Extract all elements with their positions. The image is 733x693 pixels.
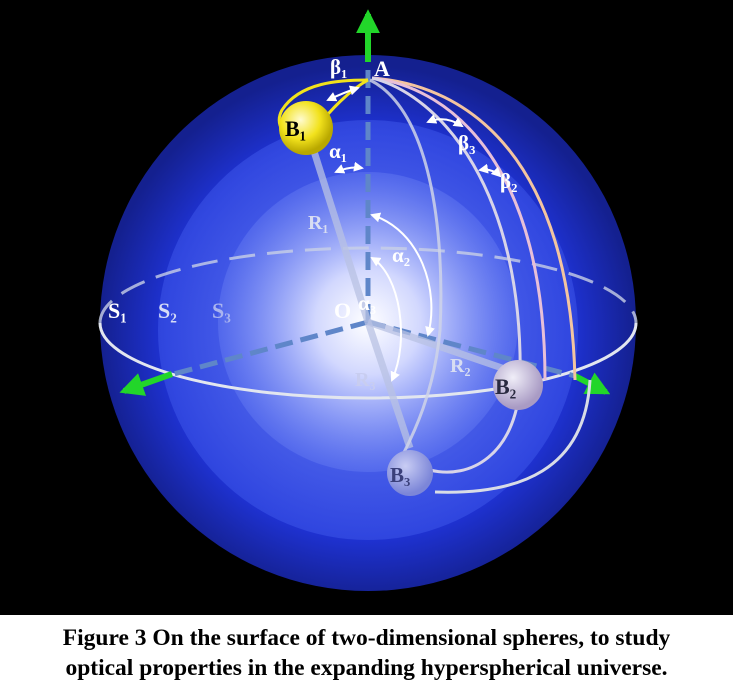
label-alpha2: α₂	[392, 243, 410, 267]
ball-B3	[387, 450, 433, 496]
caption-line-2: optical properties in the expanding hype…	[65, 655, 668, 681]
geodesic-B3-return	[369, 78, 443, 467]
arc-beta3	[426, 114, 464, 128]
ball-B1	[279, 101, 333, 155]
label-beta1: β₁	[330, 55, 347, 79]
left-axis-arrow	[119, 371, 174, 396]
left-axis-dashed	[169, 319, 369, 378]
arc-alpha1	[334, 161, 364, 174]
label-R1: R₁	[308, 212, 328, 234]
equator-ring-front	[98, 322, 638, 400]
label-O: O	[334, 298, 351, 323]
arc-beta2	[478, 163, 502, 178]
label-B1: B₁	[285, 116, 306, 141]
sphere-diagram: A O S₁ S₂ S₃ B₁ B₂ B₃ R₁ R₂ R₃ α₁ α₂ α₃ …	[98, 9, 638, 591]
geodesic-A-B2-inner	[371, 76, 547, 381]
geodesic-A-B3	[371, 76, 522, 474]
label-alpha3: α₃	[358, 291, 376, 315]
arc-alpha2	[370, 212, 435, 337]
caption-line-1: Figure 3 On the surface of two-dimension…	[62, 625, 671, 651]
label-S2: S₂	[158, 298, 177, 323]
label-alpha1: α₁	[329, 139, 347, 163]
label-beta3: β₃	[458, 131, 475, 155]
arc-beta1	[326, 85, 360, 102]
label-R3: R₃	[355, 369, 375, 391]
figure-canvas: A O S₁ S₂ S₃ B₁ B₂ B₃ R₁ R₂ R₃ α₁ α₂ α₃ …	[0, 0, 733, 615]
label-S3: S₃	[212, 298, 231, 323]
equator-ring-back	[98, 246, 638, 324]
label-B3: B₃	[390, 463, 410, 487]
label-B2: B₂	[495, 374, 517, 399]
ball-B2	[493, 360, 543, 410]
label-S1: S₁	[108, 298, 127, 323]
label-A: A	[374, 56, 390, 81]
geodesic-A-B2-outer	[371, 76, 577, 381]
label-R2: R₂	[450, 355, 470, 377]
figure-caption: Figure 3 On the surface of two-dimension…	[0, 615, 733, 693]
geodesic-B3-lower	[434, 379, 592, 494]
radius-R1	[308, 143, 372, 324]
label-beta2: β₂	[500, 169, 517, 193]
arc-alpha3	[370, 256, 403, 382]
